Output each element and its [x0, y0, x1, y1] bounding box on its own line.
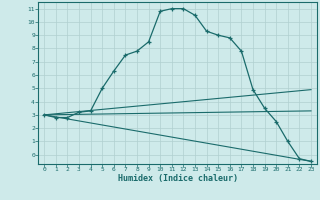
X-axis label: Humidex (Indice chaleur): Humidex (Indice chaleur) [118, 174, 238, 183]
